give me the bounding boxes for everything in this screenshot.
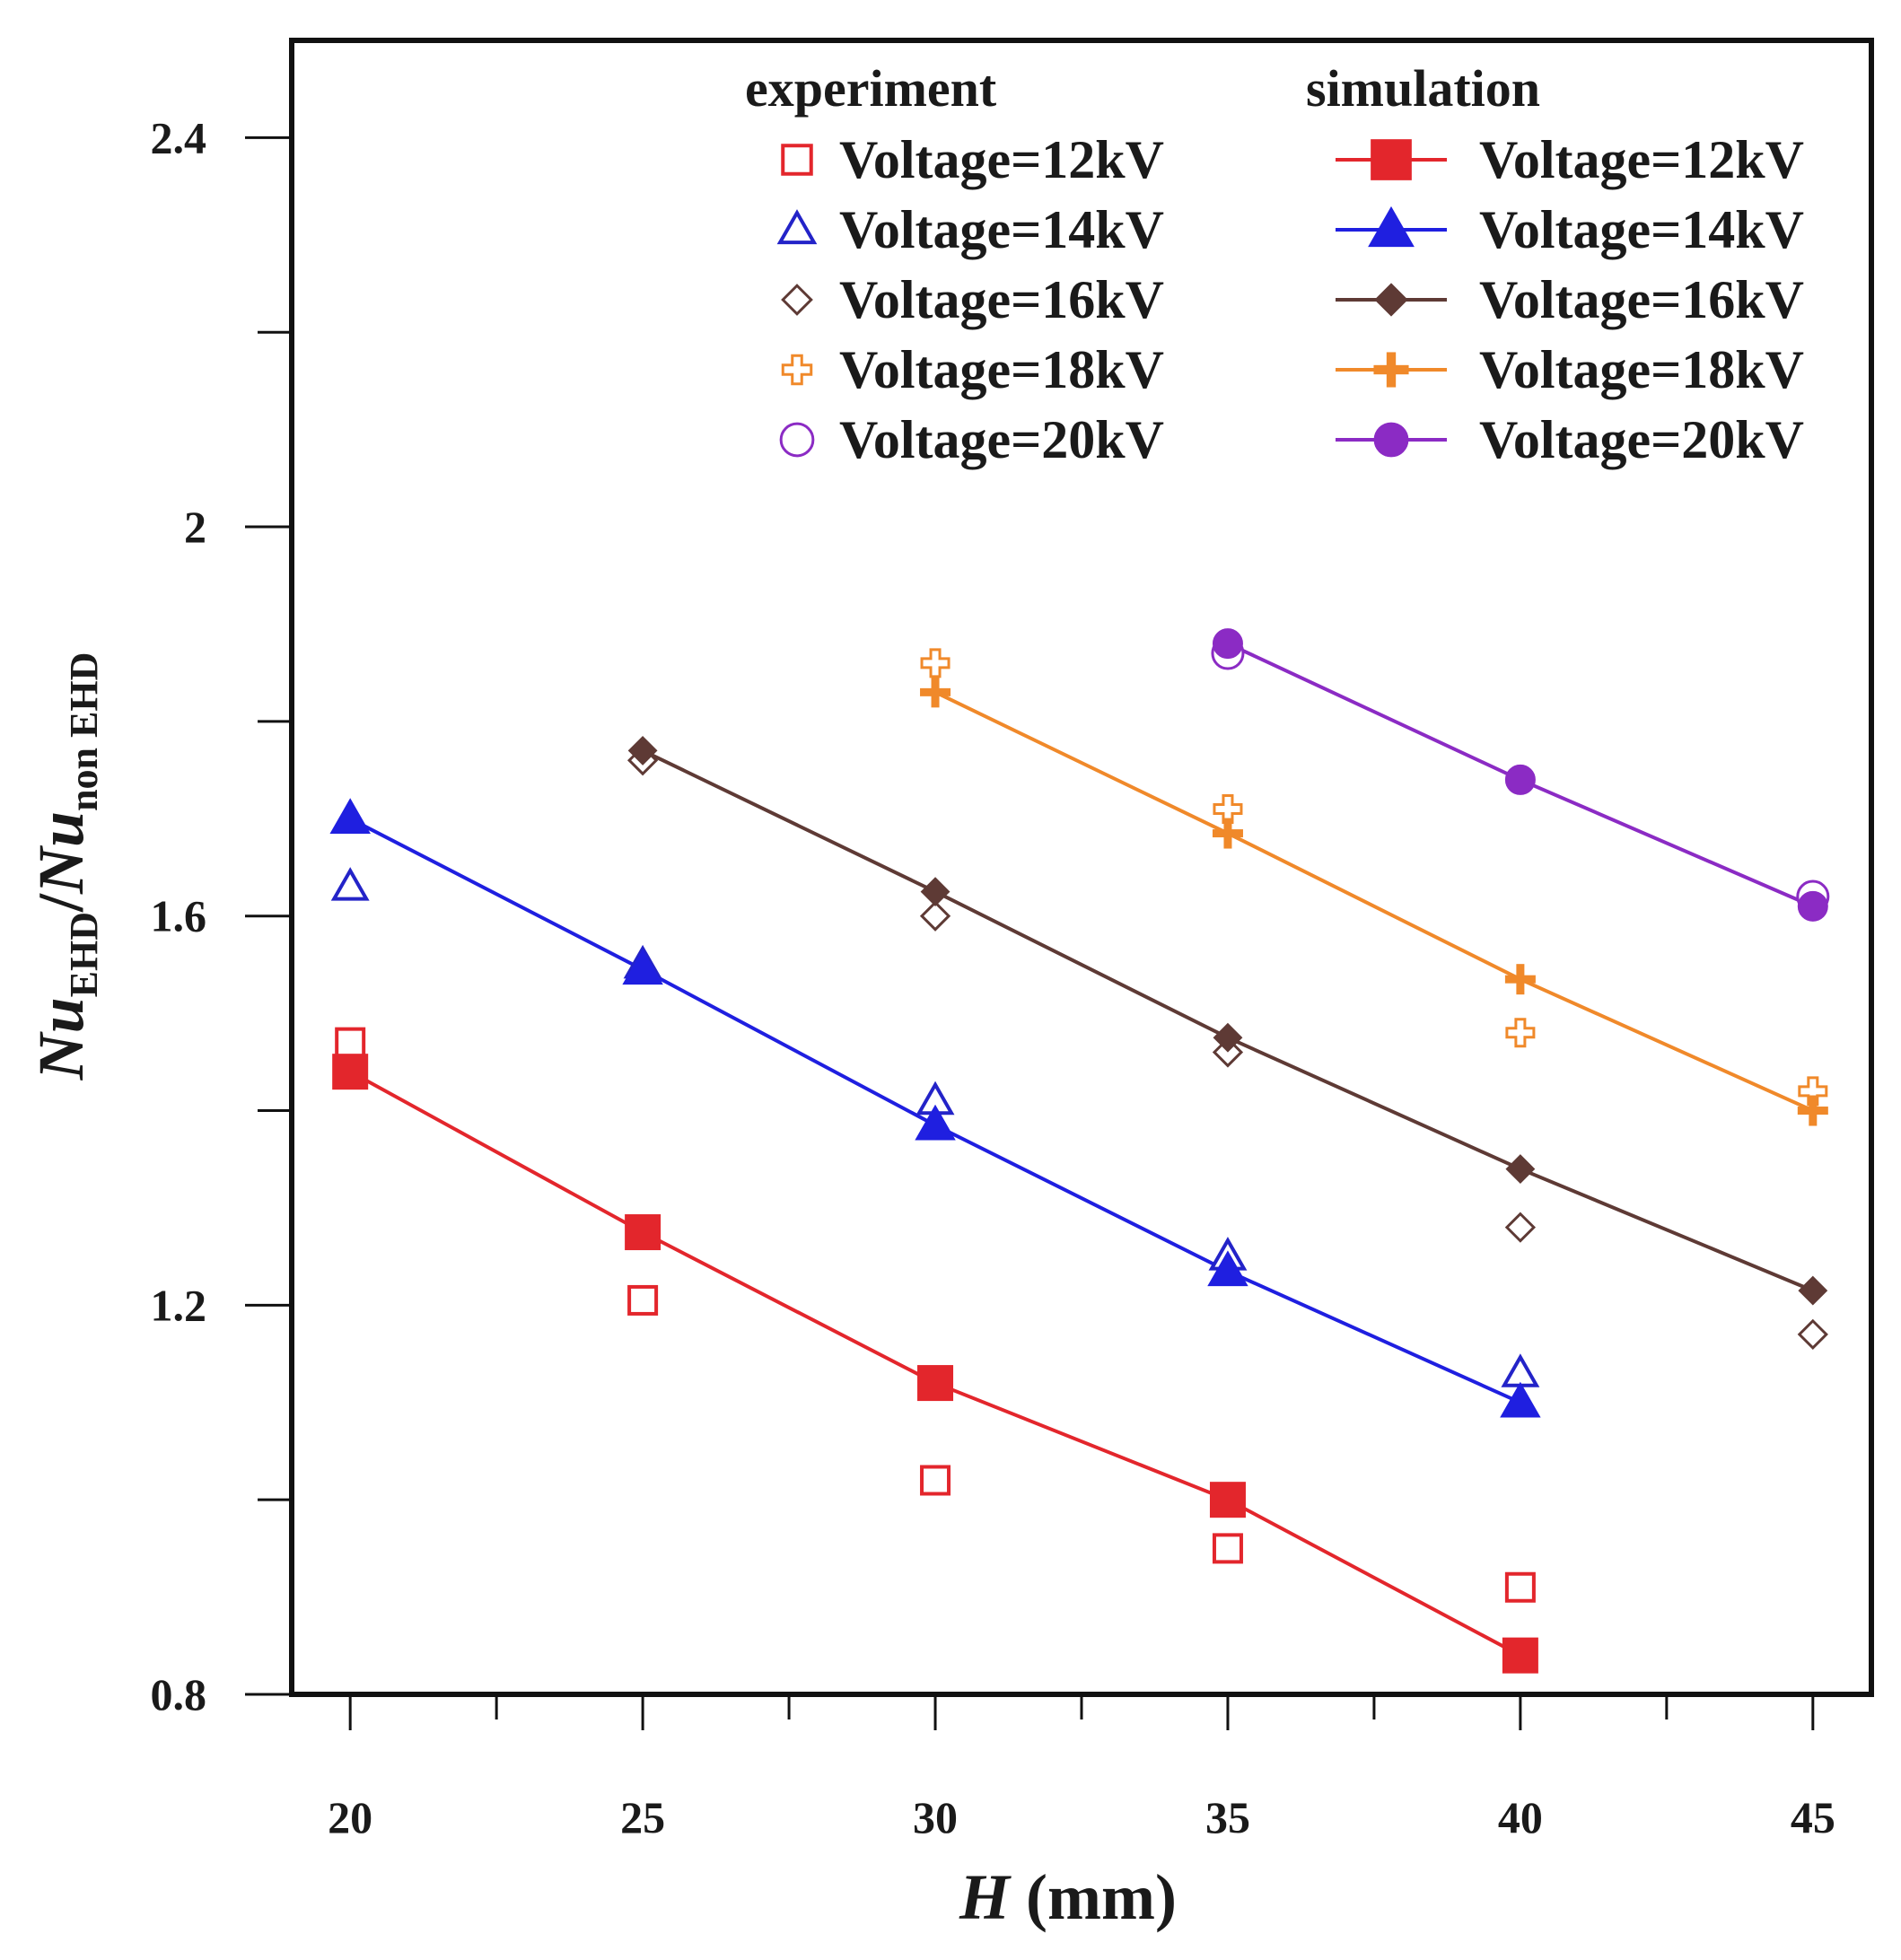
legend-simulation-label-5: Voltage=20kV <box>1479 410 1804 469</box>
legend-simulation-title: simulation <box>1306 59 1540 118</box>
experiment-point-s4-1 <box>920 648 950 678</box>
simulation-point-s1-3 <box>917 1365 954 1402</box>
experiment-point-s4-3 <box>1505 1018 1536 1048</box>
legend-experiment-label-1: Voltage=12kV <box>839 130 1164 189</box>
legend-experiment-label-3: Voltage=16kV <box>839 270 1164 329</box>
legend-simulation-label-3: Voltage=16kV <box>1479 270 1804 329</box>
simulation-point-s5-3 <box>1797 890 1828 922</box>
legend-experiment-marker-1 <box>781 144 813 176</box>
experiment-point-s3-2 <box>919 900 951 932</box>
legend-simulation-marker-1 <box>1371 139 1412 180</box>
legend: experiment simulation Voltage=12kV Voltag… <box>745 59 1804 469</box>
legend-experiment-marker-5 <box>779 422 815 458</box>
simulation-point-s3-5 <box>1798 1275 1828 1306</box>
legend-simulation-marker-3 <box>1374 283 1408 317</box>
simulation-point-s3-2 <box>920 877 950 907</box>
experiment-point-s1-4 <box>1212 1533 1243 1564</box>
simulation-point-s5-1 <box>1212 628 1243 660</box>
simulation-line-4 <box>934 690 1814 1113</box>
experiment-point-s1-5 <box>1504 1571 1536 1603</box>
legend-experiment-marker-4 <box>781 354 813 386</box>
legend-simulation-label-4: Voltage=18kV <box>1479 340 1804 399</box>
experiment-point-s2-1 <box>330 867 370 901</box>
simulation-point-s2-3 <box>915 1104 956 1141</box>
simulation-point-s5-2 <box>1504 764 1536 795</box>
simulation-line-1 <box>349 1070 1521 1658</box>
simulation-point-s1-1 <box>332 1054 369 1090</box>
simulation-point-s1-2 <box>625 1214 661 1251</box>
legend-experiment-label-4: Voltage=18kV <box>839 340 1164 399</box>
simulation-point-s3-4 <box>1505 1154 1536 1184</box>
legend-simulation-marker-5 <box>1373 422 1409 458</box>
legend-experiment-label-5: Voltage=20kV <box>839 410 1164 469</box>
y-tick-label: 0.8 <box>151 1669 207 1719</box>
legend-experiment-title: experiment <box>745 59 997 118</box>
experiment-point-s1-1 <box>335 1027 366 1058</box>
y-axis-title-num: Nu <box>25 997 97 1081</box>
simulation-point-s1-4 <box>1209 1482 1246 1518</box>
y-tick-label: 2.4 <box>151 112 207 162</box>
experiment-point-s2-5 <box>1501 1353 1540 1387</box>
x-tick-label: 20 <box>328 1792 372 1842</box>
simulation-point-s2-2 <box>622 949 663 985</box>
legend-simulation-marker-2 <box>1368 206 1415 248</box>
x-tick-label: 25 <box>620 1792 665 1842</box>
experiment-point-s3-5 <box>1797 1318 1828 1350</box>
plot-area <box>329 628 1830 1674</box>
x-axis-title-main: H <box>959 1861 1012 1933</box>
simulation-point-s2-4 <box>1207 1250 1248 1287</box>
y-axis-title-den: Nu <box>25 811 97 895</box>
simulation-point-s3-3 <box>1213 1022 1243 1053</box>
x-tick-label: 40 <box>1498 1792 1543 1842</box>
axis-titles: H (mm) NuEHD/Nunon EHD <box>25 652 1177 1933</box>
experiment-point-s1-3 <box>920 1465 951 1496</box>
x-tick-label: 35 <box>1205 1792 1250 1842</box>
y-axis-title: NuEHD/Nunon EHD <box>25 652 106 1081</box>
legend-experiment-marker-2 <box>776 209 818 245</box>
legend-simulation-label-1: Voltage=12kV <box>1479 130 1804 189</box>
y-axis-title-slash: / <box>25 893 97 913</box>
simulation-point-s2-1 <box>329 798 371 835</box>
experiment-point-s4-2 <box>1213 793 1243 824</box>
experiment-point-s3-4 <box>1504 1212 1537 1243</box>
simulation-point-s4-1 <box>920 677 951 708</box>
simulation-point-s1-5 <box>1502 1637 1538 1674</box>
y-tick-label: 2 <box>184 502 206 552</box>
x-tick-label: 30 <box>913 1792 958 1842</box>
y-axis-title-num-sub: EHD <box>62 912 106 997</box>
y-tick-label: 1.6 <box>151 891 207 941</box>
simulation-point-s4-4 <box>1797 1095 1828 1126</box>
x-axis-title: H (mm) <box>959 1861 1177 1933</box>
legend-experiment-marker-3 <box>781 284 813 316</box>
simulation-point-s2-5 <box>1500 1381 1541 1418</box>
y-axis-title-den-sub: non EHD <box>62 652 106 811</box>
axes: 20 25 30 35 40 45 0.8 1.2 1.6 2 2.4 <box>151 38 1874 1842</box>
legend-experiment-label-2: Voltage=14kV <box>839 200 1164 259</box>
x-axis-title-unit: (mm) <box>1010 1861 1177 1933</box>
legend-simulation-label-2: Voltage=14kV <box>1479 200 1804 259</box>
experiment-point-s1-2 <box>627 1284 659 1316</box>
experiment-point-s4-4 <box>1798 1076 1828 1107</box>
x-tick-label: 45 <box>1791 1792 1835 1842</box>
simulation-point-s4-2 <box>1212 818 1243 849</box>
simulation-point-s4-3 <box>1504 964 1536 995</box>
legend-simulation-marker-4 <box>1373 352 1409 388</box>
simulation-point-s3-1 <box>627 735 658 766</box>
y-tick-label: 1.2 <box>151 1280 207 1330</box>
